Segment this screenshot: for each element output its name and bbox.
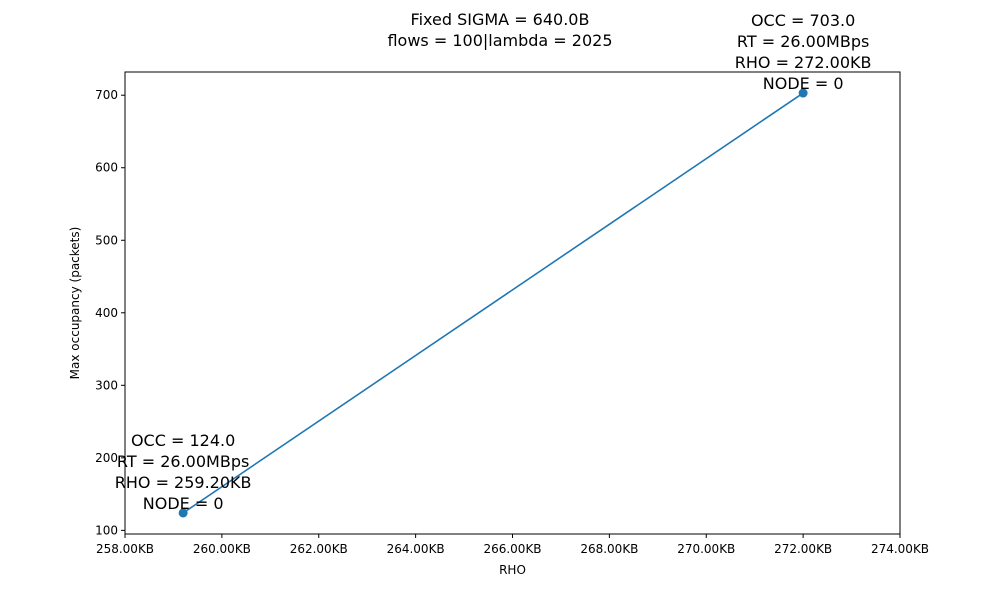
plot-frame bbox=[124, 71, 901, 535]
data-point bbox=[178, 508, 188, 518]
x-tick-label: 268.00KB bbox=[580, 542, 638, 556]
annotation-text: RHO = 259.20KB bbox=[115, 473, 252, 492]
y-tick-label: 500 bbox=[95, 233, 118, 247]
y-tick-label: 100 bbox=[95, 523, 118, 537]
x-tick-label: 262.00KB bbox=[290, 542, 348, 556]
annotation-text: RHO = 272.00KB bbox=[735, 53, 872, 72]
annotation-text: OCC = 703.0 bbox=[751, 11, 855, 30]
y-tick-label: 400 bbox=[95, 306, 118, 320]
y-tick-label: 700 bbox=[95, 88, 118, 102]
x-tick-label: 272.00KB bbox=[774, 542, 832, 556]
y-tick-label: 200 bbox=[95, 451, 118, 465]
annotation-layer: OCC = 124.0 RT = 26.00MBps RHO = 259.20KB N… bbox=[115, 11, 872, 513]
x-tick-label: 260.00KB bbox=[193, 542, 251, 556]
y-axis-label: Max occupancy (packets) bbox=[68, 227, 82, 380]
x-axis-ticks: 258.00KB 260.00KB 262.00KB 264.00KB 266.00KB… bbox=[96, 534, 929, 556]
chart-title-line-2: flows = 100|lambda = 2025 bbox=[387, 31, 613, 50]
x-tick-label: 266.00KB bbox=[483, 542, 541, 556]
annotation-text: NODE = 0 bbox=[143, 494, 224, 513]
y-axis-ticks: 100 200 300 400 500 600 700 bbox=[95, 88, 125, 537]
annotation-text: RT = 26.00MBps bbox=[737, 32, 869, 51]
x-tick-label: 270.00KB bbox=[677, 542, 735, 556]
chart-title-line-1: Fixed SIGMA = 640.0B bbox=[410, 10, 590, 29]
x-tick-label: 274.00KB bbox=[871, 542, 929, 556]
annotation-text: OCC = 124.0 bbox=[131, 431, 235, 450]
annotation-text: RT = 26.00MBps bbox=[117, 452, 249, 471]
annotation-text: NODE = 0 bbox=[763, 74, 844, 93]
x-tick-label: 264.00KB bbox=[387, 542, 445, 556]
x-tick-label: 258.00KB bbox=[96, 542, 154, 556]
y-tick-label: 300 bbox=[95, 378, 118, 392]
series-line bbox=[182, 92, 804, 514]
x-axis-label: RHO bbox=[499, 563, 526, 577]
data-point bbox=[798, 88, 808, 98]
y-tick-label: 600 bbox=[95, 161, 118, 175]
series-layer bbox=[178, 88, 808, 518]
